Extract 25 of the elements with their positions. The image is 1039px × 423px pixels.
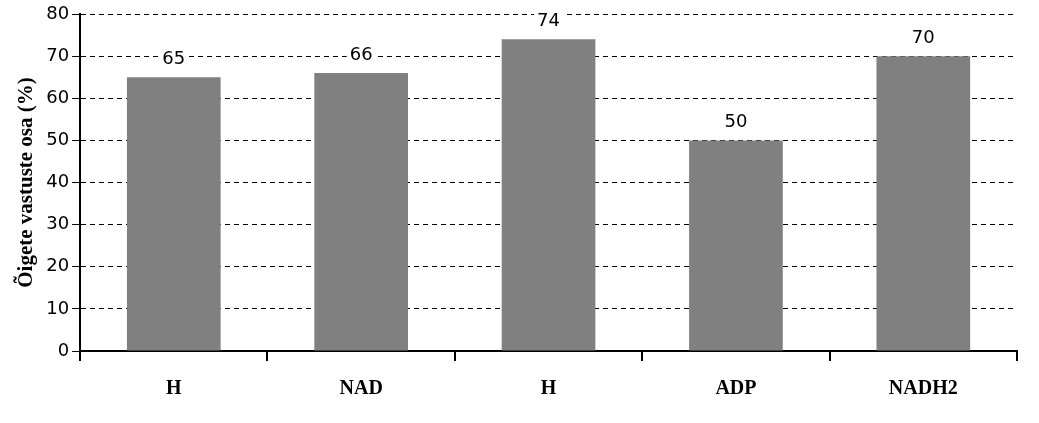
y-tick-label: 0	[57, 338, 70, 360]
bar	[314, 72, 409, 351]
data-label: 74	[537, 8, 561, 30]
y-tick-label: 20	[46, 254, 70, 276]
bar	[126, 77, 221, 351]
y-tick-label: 30	[46, 212, 70, 234]
y-tick-label: 80	[46, 1, 70, 23]
bar	[501, 39, 596, 351]
bar	[689, 140, 783, 351]
data-label: 50	[724, 110, 748, 132]
y-tick-label: 70	[46, 43, 70, 65]
y-tick-label: 10	[46, 296, 70, 318]
data-label: 70	[911, 25, 935, 47]
x-tick-label: ADP	[715, 376, 757, 399]
x-tick-label: NAD	[339, 376, 383, 399]
x-tick-label: H	[540, 376, 557, 399]
y-tick-label: 40	[46, 170, 70, 192]
y-tick-label: 60	[46, 85, 70, 107]
y-tick-label: 50	[46, 128, 70, 150]
data-label: 65	[162, 46, 186, 68]
bar	[876, 56, 971, 351]
x-tick-label: H	[166, 376, 183, 399]
x-tick-label: NADH2	[888, 376, 958, 399]
data-label: 66	[349, 42, 373, 64]
y-axis-title: Õigete vastuste osa (%)	[13, 77, 38, 288]
